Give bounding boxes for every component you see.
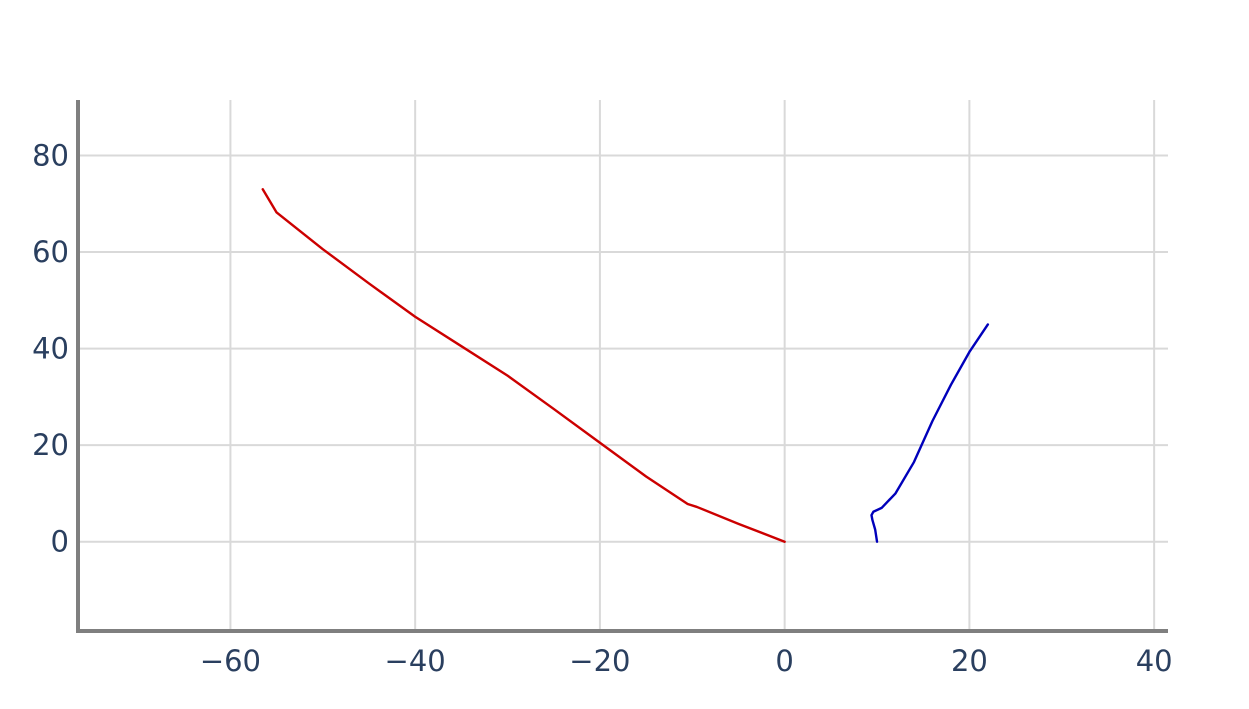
y-tick-label: 60 [32,235,69,269]
x-tick-label: −40 [385,644,446,678]
series-line-1 [261,188,786,543]
y-tick-label: 20 [32,428,69,462]
x-tick-label: 20 [951,644,988,678]
x-tick-label: 0 [775,644,793,678]
series-line-2 [870,323,990,543]
series-group [261,188,990,543]
y-tick-label: 80 [32,139,69,173]
x-tick-label: −20 [569,644,630,678]
y-tick-label: 0 [51,525,69,559]
y-tick-label: 40 [32,332,69,366]
y-gridlines [78,154,1168,543]
x-gridlines [229,100,1156,631]
axes [76,100,1168,633]
x-tick-labels: −60 −40 −20 0 20 40 [200,644,1173,678]
y-tick-labels: 0 20 40 60 80 [32,139,69,559]
x-tick-label: −60 [200,644,261,678]
x-tick-label: 40 [1136,644,1173,678]
